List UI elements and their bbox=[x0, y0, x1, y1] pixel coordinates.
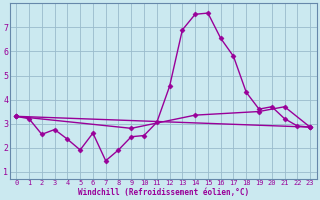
X-axis label: Windchill (Refroidissement éolien,°C): Windchill (Refroidissement éolien,°C) bbox=[78, 188, 249, 197]
